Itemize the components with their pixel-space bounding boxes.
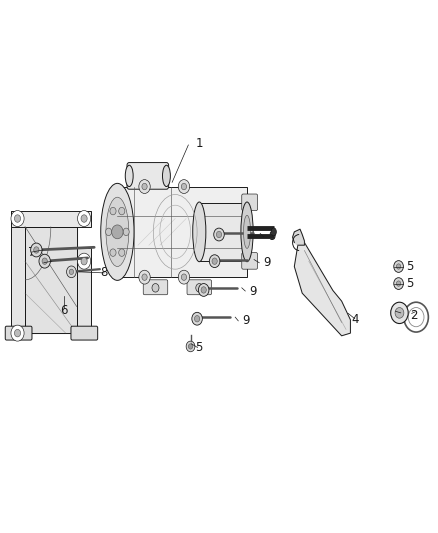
Circle shape <box>394 278 403 289</box>
Ellipse shape <box>193 202 206 262</box>
Circle shape <box>42 258 47 264</box>
FancyBboxPatch shape <box>199 203 247 261</box>
Polygon shape <box>293 229 304 245</box>
Circle shape <box>67 266 76 278</box>
Circle shape <box>119 249 125 256</box>
FancyBboxPatch shape <box>77 248 91 333</box>
FancyBboxPatch shape <box>11 211 25 333</box>
Circle shape <box>139 180 150 193</box>
Circle shape <box>198 284 209 296</box>
Polygon shape <box>25 227 77 333</box>
Circle shape <box>178 180 190 193</box>
Circle shape <box>142 274 147 280</box>
Text: 8: 8 <box>101 266 108 279</box>
Text: 5: 5 <box>406 260 413 273</box>
Circle shape <box>123 228 129 236</box>
Circle shape <box>192 312 202 325</box>
Ellipse shape <box>125 165 133 187</box>
Circle shape <box>78 253 91 269</box>
Ellipse shape <box>162 165 170 187</box>
Text: 9: 9 <box>242 314 250 327</box>
FancyBboxPatch shape <box>242 253 258 269</box>
Circle shape <box>11 325 24 341</box>
Circle shape <box>39 254 50 268</box>
Text: 7: 7 <box>40 256 48 269</box>
Circle shape <box>196 284 203 292</box>
Circle shape <box>181 183 187 190</box>
Ellipse shape <box>271 228 276 236</box>
Text: 7: 7 <box>28 246 35 259</box>
FancyBboxPatch shape <box>71 326 98 340</box>
Circle shape <box>110 249 116 256</box>
Text: 9: 9 <box>263 256 271 269</box>
Text: 1: 1 <box>195 138 203 150</box>
Circle shape <box>194 316 200 322</box>
Circle shape <box>396 281 401 286</box>
Text: 3: 3 <box>395 305 402 318</box>
Ellipse shape <box>241 202 253 262</box>
FancyBboxPatch shape <box>242 194 258 211</box>
Text: 6: 6 <box>60 304 67 317</box>
Circle shape <box>81 215 87 222</box>
Ellipse shape <box>101 183 134 280</box>
Circle shape <box>201 287 206 293</box>
Circle shape <box>11 211 24 227</box>
FancyBboxPatch shape <box>5 326 32 340</box>
Circle shape <box>112 225 123 239</box>
Circle shape <box>31 243 42 257</box>
Circle shape <box>119 207 125 215</box>
Text: 5: 5 <box>196 341 203 354</box>
Circle shape <box>181 274 187 280</box>
Circle shape <box>106 228 112 236</box>
Circle shape <box>69 269 74 274</box>
Circle shape <box>14 329 21 337</box>
FancyBboxPatch shape <box>187 280 212 295</box>
Circle shape <box>214 228 224 241</box>
Circle shape <box>209 255 220 268</box>
FancyBboxPatch shape <box>11 211 91 227</box>
Polygon shape <box>294 243 350 336</box>
Circle shape <box>394 261 403 272</box>
Ellipse shape <box>244 215 251 248</box>
Ellipse shape <box>106 197 129 266</box>
Text: 9: 9 <box>268 230 276 243</box>
Circle shape <box>142 183 147 190</box>
Text: 9: 9 <box>249 285 257 297</box>
Circle shape <box>78 211 91 227</box>
Text: 2: 2 <box>410 309 418 322</box>
FancyBboxPatch shape <box>127 163 169 189</box>
Circle shape <box>110 207 116 215</box>
Circle shape <box>186 341 195 352</box>
Circle shape <box>14 215 21 222</box>
Circle shape <box>391 302 408 324</box>
Circle shape <box>216 231 222 238</box>
FancyBboxPatch shape <box>117 187 247 277</box>
Circle shape <box>188 344 193 349</box>
Circle shape <box>395 308 404 318</box>
Circle shape <box>396 264 401 269</box>
Circle shape <box>34 247 39 253</box>
Text: 5: 5 <box>406 277 413 290</box>
FancyBboxPatch shape <box>143 280 168 295</box>
Circle shape <box>81 257 87 265</box>
Circle shape <box>139 270 150 284</box>
Circle shape <box>212 258 217 264</box>
Text: 4: 4 <box>351 313 359 326</box>
Circle shape <box>178 270 190 284</box>
Circle shape <box>152 284 159 292</box>
